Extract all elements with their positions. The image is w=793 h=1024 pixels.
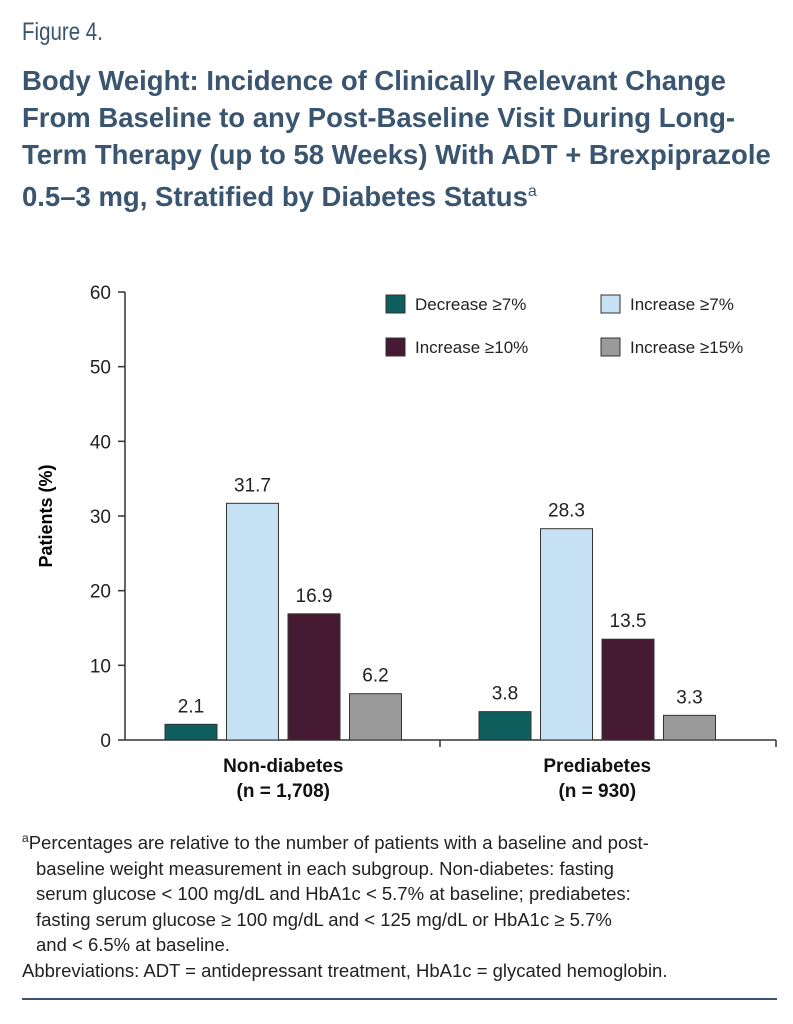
y-tick-label: 40 [90, 432, 111, 453]
y-axis-label: Patients (%) [36, 464, 56, 567]
title-superscript: a [527, 183, 537, 200]
category-label: Prediabetes [543, 756, 651, 777]
y-tick-label: 50 [90, 358, 111, 379]
y-tick-label: 60 [90, 283, 111, 304]
category-sublabel: (n = 930) [558, 781, 636, 802]
footnote-line: fasting serum glucose ≥ 100 mg/dL and < … [36, 908, 612, 930]
data-label: 2.1 [178, 696, 204, 717]
category-label: Non-diabetes [223, 756, 343, 777]
bar [164, 723, 218, 741]
category-sublabel: (n = 1,708) [237, 781, 330, 802]
y-tick-label: 30 [90, 507, 111, 528]
legend-swatch [385, 337, 406, 357]
data-label: 3.8 [492, 684, 518, 705]
footnote-line: serum glucose < 100 mg/dL and HbA1c < 5.… [36, 883, 631, 905]
abbreviations: Abbreviations: ADT = antidepressant trea… [22, 959, 668, 981]
data-label: 28.3 [548, 501, 585, 522]
bar-chart: Patients (%) 0 10 20 30 40 50 60 2.1 31.7 16.9 6.2… [36, 283, 777, 802]
legend-label: Increase ≥15% [630, 338, 743, 357]
bar [540, 528, 593, 741]
legend-swatch [600, 337, 621, 357]
footnote: aPercentages are relative to the number … [22, 826, 782, 983]
footnote-marker: a [22, 831, 29, 845]
data-label: 3.3 [676, 687, 702, 708]
data-label: 6.2 [362, 666, 388, 687]
legend-label: Increase ≥7% [630, 295, 734, 314]
legend-swatch [385, 294, 406, 314]
legend-label: Decrease ≥7% [415, 295, 526, 314]
figure-label: Figure 4. [22, 18, 103, 46]
title-text: Body Weight: Incidence of Clinically Rel… [22, 65, 771, 213]
bar [349, 693, 402, 741]
bar [226, 502, 279, 741]
footnote-line: Percentages are relative to the number o… [28, 832, 649, 854]
y-tick-label: 20 [90, 582, 111, 603]
bar [663, 714, 716, 741]
legend-label: Increase ≥10% [415, 338, 528, 357]
footnote-line: baseline weight measurement in each subg… [36, 857, 614, 879]
footnote-line: and < 6.5% at baseline. [36, 934, 230, 956]
legend-swatch [600, 294, 621, 314]
bar [478, 711, 532, 741]
bar [287, 613, 341, 741]
bar [601, 638, 655, 741]
y-tick-label: 10 [90, 656, 111, 677]
bottom-rule [22, 998, 777, 1000]
data-label: 31.7 [234, 475, 271, 496]
data-label: 13.5 [610, 611, 647, 632]
figure-title: Body Weight: Incidence of Clinically Rel… [22, 62, 782, 215]
y-tick-label: 0 [100, 731, 111, 752]
data-label: 16.9 [296, 586, 333, 607]
